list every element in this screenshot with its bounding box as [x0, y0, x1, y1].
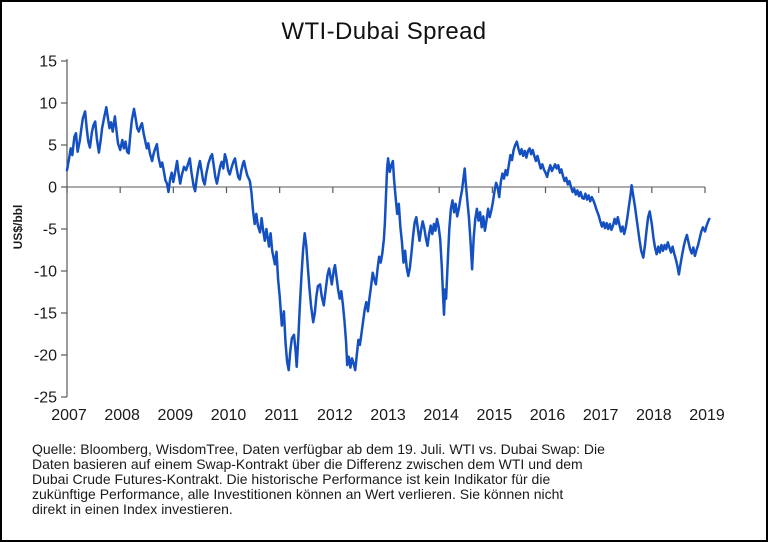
source-note-line: zukünftige Performance, alle Investition…	[32, 485, 564, 502]
x-tick-label: 2019	[689, 407, 725, 424]
source-note-line: Quelle: Bloomberg, WisdomTree, Daten ver…	[32, 441, 605, 457]
source-note-line: direkt in einen Index investieren.	[32, 500, 233, 517]
y-tick-label: 0	[48, 180, 57, 197]
spread-line	[65, 105, 711, 372]
x-tick-label: 2012	[317, 407, 353, 424]
y-tick-label: 15	[39, 54, 57, 71]
y-tick-label: -10	[34, 264, 57, 281]
x-tick-label: 2017	[583, 407, 619, 424]
y-tick-label: -20	[34, 348, 57, 365]
x-tick-label: 2010	[211, 407, 247, 424]
x-tick-label: 2011	[264, 407, 299, 424]
y-tick-label: -25	[34, 390, 57, 407]
x-tick-label: 2015	[477, 407, 513, 424]
source-note-line: Dubai Crude Futures-Kontrakt. Die histor…	[32, 470, 551, 487]
chart-title: WTI-Dubai Spread	[281, 18, 487, 45]
x-tick-label: 2016	[530, 407, 566, 424]
y-tick-label: -5	[43, 222, 57, 239]
y-tick-label: 5	[48, 138, 57, 155]
y-tick-label: 10	[39, 96, 57, 113]
x-tick-label: 2009	[158, 407, 194, 424]
x-tick-label: 2018	[636, 407, 672, 424]
x-tick-label: 2008	[104, 407, 140, 424]
x-tick-label: 2014	[423, 407, 459, 424]
x-tick-label: 2013	[370, 407, 406, 424]
x-tick-label: 2007	[51, 407, 87, 424]
source-note: Quelle: Bloomberg, WisdomTree, Daten ver…	[32, 442, 747, 517]
source-note-line: Daten basieren auf einem Swap-Kontrakt ü…	[32, 455, 583, 472]
y-tick-label: -15	[34, 306, 57, 323]
